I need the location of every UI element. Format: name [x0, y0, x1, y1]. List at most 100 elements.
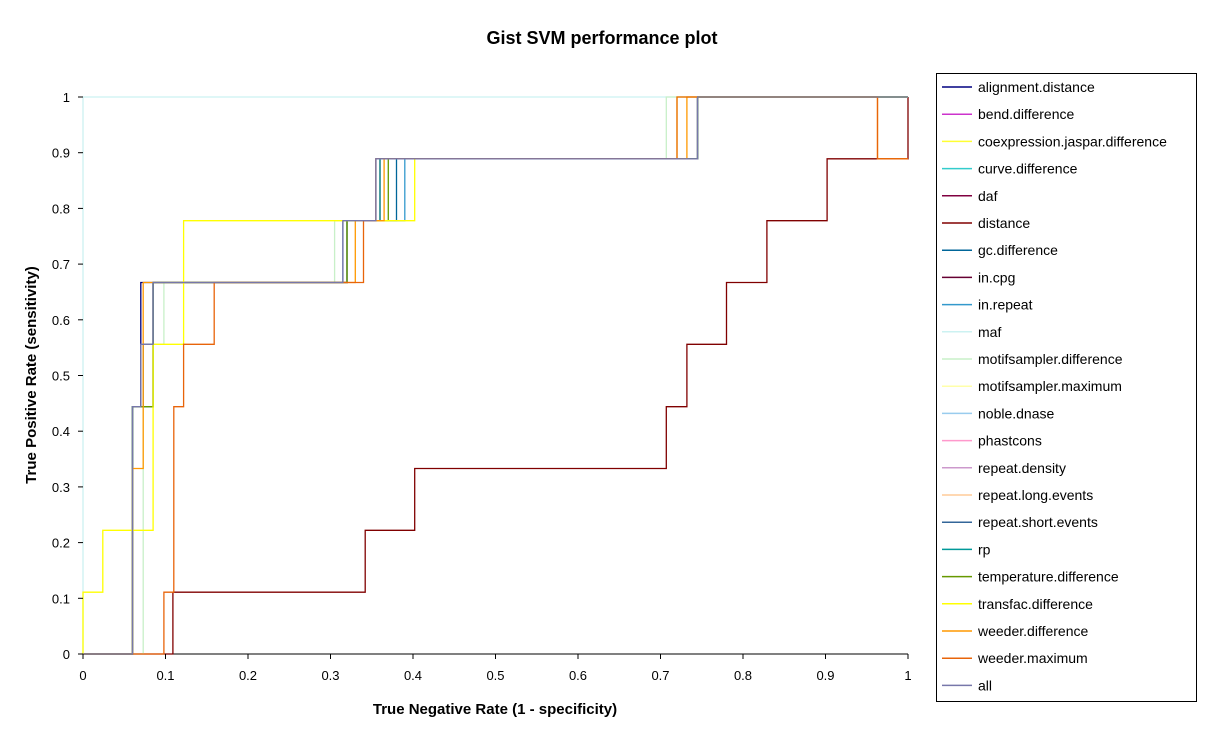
series-line-maf	[82, 96, 908, 654]
legend-label: maf	[978, 324, 1001, 340]
x-tick-label: 0	[79, 668, 86, 683]
series-line-repeat-long-events	[83, 96, 908, 655]
legend-label: curve.difference	[978, 161, 1078, 177]
y-tick-label: 0	[63, 647, 70, 662]
legend-label: coexpression.jaspar.difference	[978, 133, 1167, 149]
legend-label: temperature.difference	[978, 569, 1119, 585]
legend-label: phastcons	[978, 433, 1042, 449]
legend-label: repeat.long.events	[978, 487, 1093, 503]
x-tick-label: 1	[904, 668, 911, 683]
y-tick-label: 1	[63, 90, 70, 105]
legend-item: phastcons	[942, 433, 1042, 449]
legend-label: motifsampler.maximum	[978, 378, 1122, 394]
legend-item: gc.difference	[942, 242, 1058, 258]
series-layer	[82, 96, 909, 655]
legend-label: distance	[978, 215, 1030, 231]
y-tick-label: 0.4	[52, 424, 70, 439]
series-line-weeder-difference	[83, 96, 908, 655]
legend-item: motifsampler.maximum	[942, 378, 1122, 394]
x-tick-label: 0.8	[734, 668, 752, 683]
series-line-in-cpg	[83, 96, 908, 655]
legend-label: transfac.difference	[978, 596, 1093, 612]
legend-item: repeat.long.events	[942, 487, 1093, 503]
series-line-temperature-difference	[83, 96, 908, 655]
legend-label: weeder.difference	[977, 623, 1088, 639]
y-tick-label: 0.5	[52, 369, 70, 384]
series-line-phastcons	[83, 96, 908, 655]
series-line-noble-dnase	[83, 96, 908, 655]
y-axis: 0 0.1 0.2 0.3 0.4 0.5 0.6 0.7 0.8 0.9 1	[52, 90, 83, 662]
x-tick-label: 0.6	[569, 668, 587, 683]
legend-item: transfac.difference	[942, 596, 1093, 612]
legend-item: rp	[942, 541, 991, 557]
legend-item: noble.dnase	[942, 405, 1055, 421]
x-tick-label: 0.3	[321, 668, 339, 683]
legend-label: bend.difference	[978, 106, 1074, 122]
legend-label: in.repeat	[978, 297, 1033, 313]
y-axis-title: True Positive Rate (sensitivity)	[23, 266, 40, 484]
legend-label: motifsampler.difference	[978, 351, 1123, 367]
series-line-coexpression-jaspar-difference	[83, 96, 908, 655]
series-line-all	[83, 96, 908, 655]
legend-item: bend.difference	[942, 106, 1074, 122]
x-tick-label: 0.1	[156, 668, 174, 683]
legend-label: in.cpg	[978, 269, 1015, 285]
series-line-motifsampler-maximum	[83, 96, 908, 655]
y-tick-label: 0.1	[52, 591, 70, 606]
chart-title: Gist SVM performance plot	[486, 28, 717, 48]
plot-area	[82, 97, 908, 655]
y-tick-label: 0.3	[52, 480, 70, 495]
x-tick-label: 0.9	[816, 668, 834, 683]
series-line-in-repeat	[83, 96, 908, 655]
legend-item: in.cpg	[942, 269, 1015, 285]
legend-label: weeder.maximum	[977, 650, 1088, 666]
legend-item: repeat.density	[942, 460, 1066, 476]
y-tick-label: 0.8	[52, 201, 70, 216]
series-line-curve-difference	[83, 96, 908, 655]
legend-item: weeder.maximum	[942, 650, 1088, 666]
series-line-daf	[83, 96, 908, 655]
legend: alignment.distance bend.difference coexpre…	[936, 73, 1197, 702]
x-axis-title: True Negative Rate (1 - specificity)	[373, 701, 617, 718]
legend-item: temperature.difference	[942, 569, 1119, 585]
legend-label: repeat.short.events	[978, 514, 1098, 530]
legend-label: gc.difference	[978, 242, 1058, 258]
legend-item: daf	[942, 188, 998, 204]
series-line-repeat-short-events	[83, 96, 908, 655]
y-tick-label: 0.9	[52, 146, 70, 161]
legend-item: maf	[942, 324, 1001, 340]
legend-label: all	[978, 677, 992, 693]
legend-item: coexpression.jaspar.difference	[942, 133, 1167, 149]
legend-label: rp	[978, 541, 991, 557]
legend-label: alignment.distance	[978, 79, 1095, 95]
legend-label: noble.dnase	[978, 405, 1055, 421]
series-line-alignment-distance	[83, 96, 908, 655]
series-line-bend-difference	[83, 96, 908, 655]
x-axis: 0 0.1 0.2 0.3 0.4 0.5 0.6 0.7 0.8 0.9 1	[79, 654, 912, 683]
series-line-distance	[83, 97, 909, 655]
legend-item: weeder.difference	[942, 623, 1088, 639]
series-line-gc-difference	[83, 96, 908, 655]
legend-label: repeat.density	[978, 460, 1066, 476]
y-tick-label: 0.6	[52, 313, 70, 328]
legend-item: curve.difference	[942, 161, 1078, 177]
x-tick-label: 0.2	[239, 668, 257, 683]
y-tick-label: 0.2	[52, 536, 70, 551]
legend-item: alignment.distance	[942, 79, 1095, 95]
series-line-motifsampler-difference	[83, 96, 908, 655]
series-line-repeat-density	[83, 96, 908, 655]
legend-label: daf	[978, 188, 998, 204]
series-line-transfac-difference	[82, 96, 908, 654]
legend-item: distance	[942, 215, 1030, 231]
legend-box	[936, 73, 1197, 702]
x-tick-label: 0.7	[651, 668, 669, 683]
legend-item: repeat.short.events	[942, 514, 1098, 530]
x-tick-label: 0.4	[404, 668, 422, 683]
legend-item: motifsampler.difference	[942, 351, 1123, 367]
legend-item: all	[942, 677, 992, 693]
legend-item: in.repeat	[942, 297, 1033, 313]
y-tick-label: 0.7	[52, 257, 70, 272]
series-line-rp	[83, 96, 908, 655]
x-tick-label: 0.5	[486, 668, 504, 683]
